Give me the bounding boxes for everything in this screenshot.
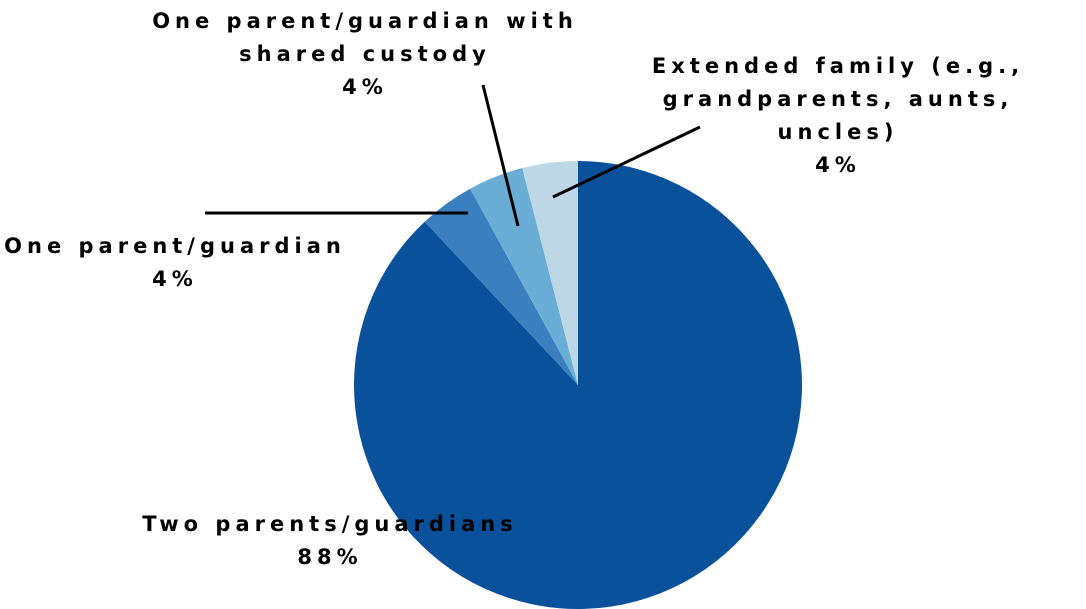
pie-slice bbox=[424, 188, 578, 385]
slice-label: Extended family (e.g., grandparents, aunt… bbox=[652, 54, 1024, 144]
pie bbox=[354, 161, 803, 609]
pie-slice bbox=[522, 161, 578, 385]
slice-label: Two parents/guardians bbox=[142, 512, 517, 536]
slice-label: One parent/guardian with shared custody bbox=[152, 9, 578, 66]
slice-value-label: 4% bbox=[815, 153, 861, 177]
slice-value-label: 88% bbox=[297, 545, 362, 569]
labels: Two parents/guardians 88% One parent/guard… bbox=[4, 9, 1024, 569]
slice-value-label: 4% bbox=[342, 75, 388, 99]
pie-slice bbox=[470, 168, 578, 385]
slice-value-label: 4% bbox=[152, 267, 198, 291]
leader-line bbox=[552, 125, 701, 199]
leader-line bbox=[481, 84, 520, 227]
slice-label: One parent/guardian bbox=[4, 234, 346, 258]
pie-slice bbox=[354, 161, 803, 609]
